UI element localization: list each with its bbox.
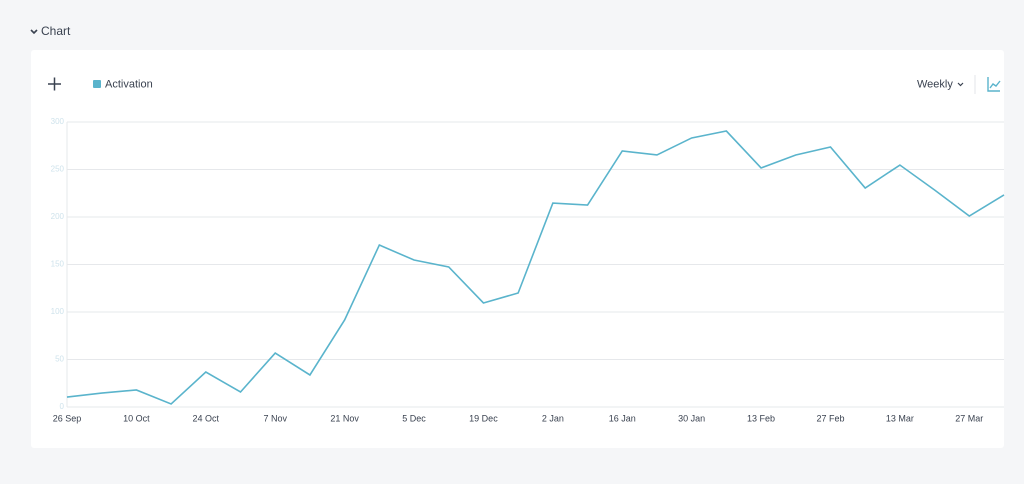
- x-tick-label: 10 Oct: [123, 413, 150, 423]
- y-tick-label: 250: [51, 165, 65, 174]
- add-button[interactable]: [48, 77, 61, 91]
- y-tick-label: 100: [51, 307, 65, 316]
- x-tick-label: 16 Jan: [609, 413, 636, 423]
- legend-label: Activation: [105, 78, 153, 90]
- legend-swatch: [93, 80, 101, 88]
- chart-type-button[interactable]: [987, 77, 1001, 92]
- data-line: [66, 130, 1005, 405]
- y-tick-label: 150: [51, 260, 65, 269]
- x-tick-label: 21 Nov: [330, 413, 359, 423]
- collapse-icon[interactable]: [30, 29, 38, 35]
- x-tick-label: 27 Feb: [816, 413, 844, 423]
- x-tick-label: 30 Jan: [678, 413, 705, 423]
- section-title[interactable]: Chart: [41, 24, 71, 38]
- x-tick-label: 27 Mar: [955, 413, 983, 423]
- x-tick-label: 13 Feb: [747, 413, 775, 423]
- y-tick-label: 0: [60, 402, 65, 411]
- card: [31, 50, 1004, 448]
- interval-select[interactable]: Weekly: [917, 78, 953, 90]
- x-tick-label: 26 Sep: [53, 413, 82, 423]
- y-tick-label: 300: [51, 117, 65, 126]
- y-tick-label: 50: [55, 355, 64, 364]
- x-tick-label: 5 Dec: [402, 413, 426, 423]
- x-tick-label: 2 Jan: [542, 413, 564, 423]
- y-tick-label: 200: [51, 212, 65, 221]
- x-tick-label: 19 Dec: [469, 413, 498, 423]
- x-tick-label: 13 Mar: [886, 413, 914, 423]
- x-tick-label: 24 Oct: [193, 413, 220, 423]
- interval-caret[interactable]: [957, 82, 964, 87]
- x-tick-label: 7 Nov: [263, 413, 287, 423]
